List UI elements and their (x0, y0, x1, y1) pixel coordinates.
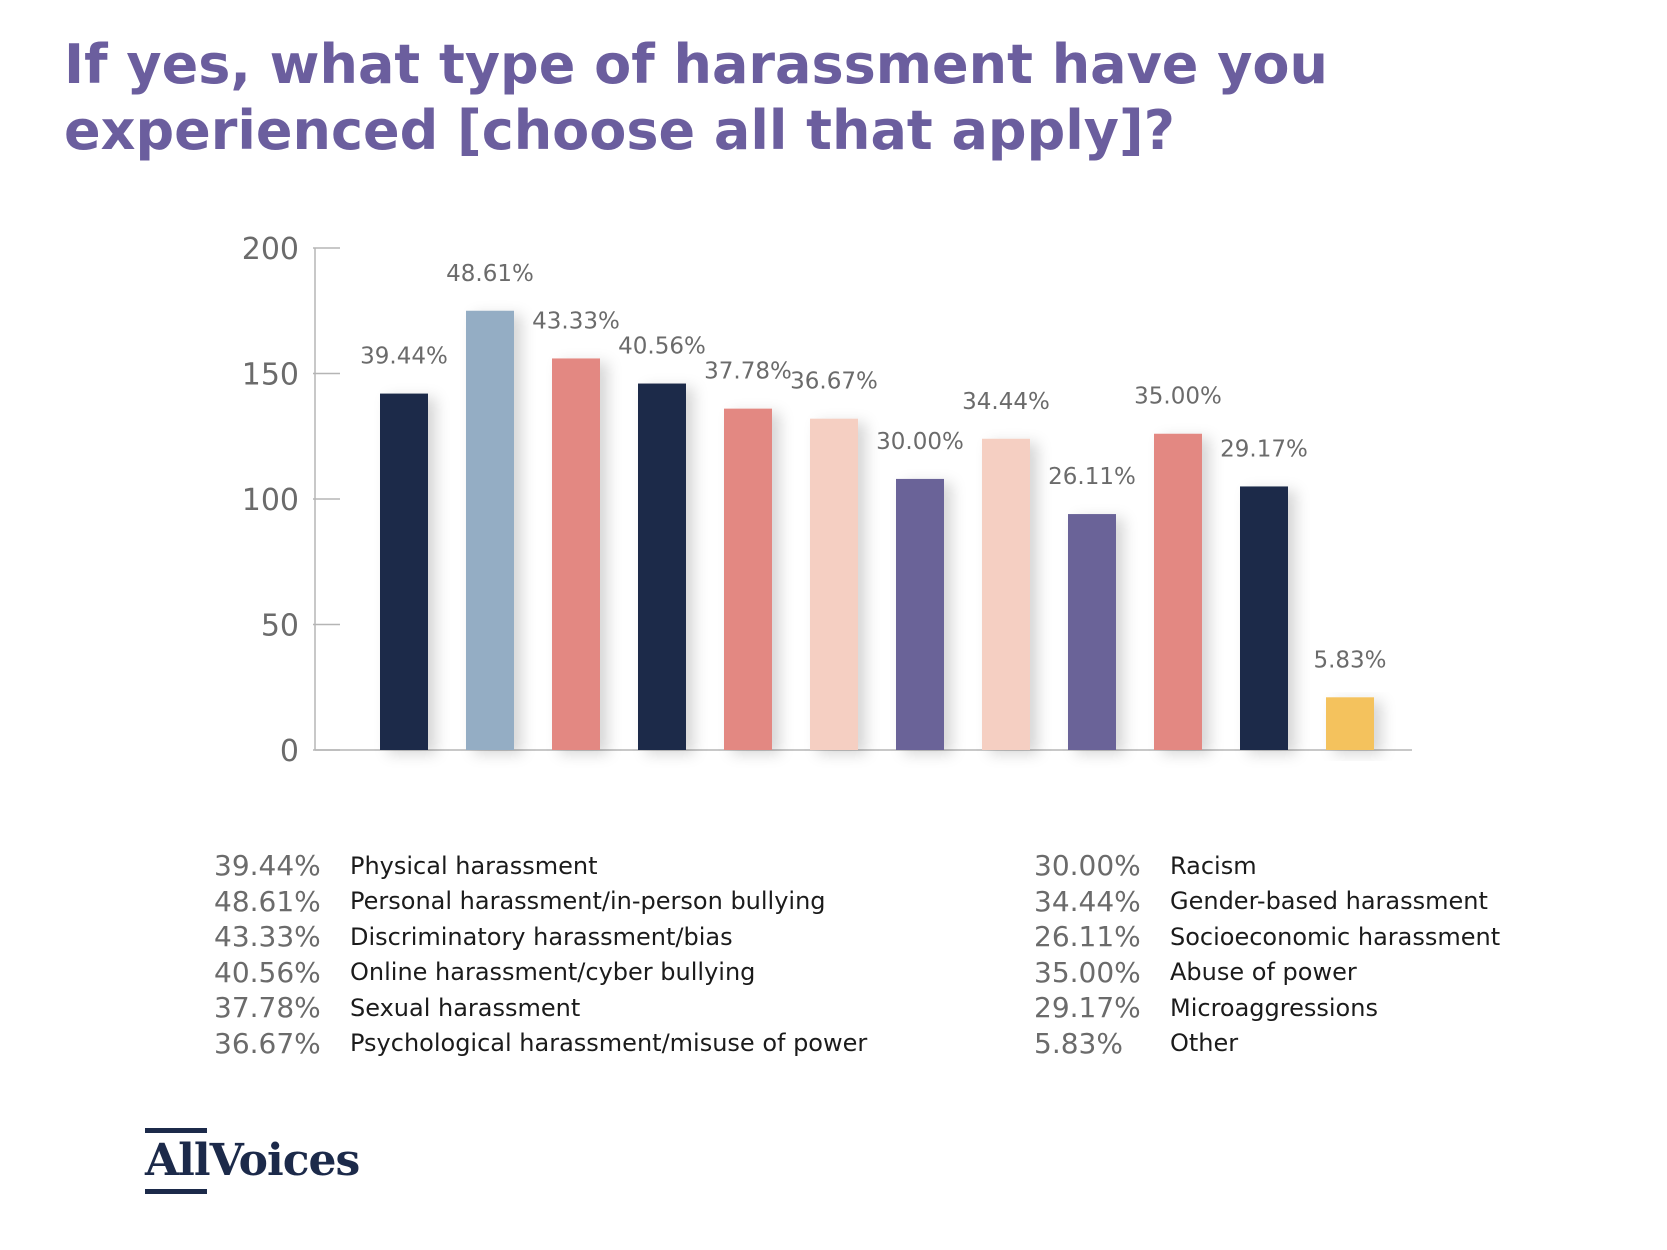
legend-left-column: 39.44% Physical harassment 48.61% Person… (214, 848, 867, 1061)
bar (1326, 697, 1374, 750)
legend-label: Other (1170, 1029, 1239, 1058)
legend-item: 40.56% Online harassment/cyber bullying (214, 955, 867, 991)
legend-item: 26.11% Socioeconomic harassment (1034, 919, 1500, 955)
y-tick-label: 50 (261, 609, 299, 644)
bar-data-label: 39.44% (360, 344, 448, 370)
legend-item: 30.00% Racism (1034, 848, 1500, 884)
legend-percent: 37.78% (214, 991, 321, 1025)
bar (982, 438, 1030, 750)
bar-data-label: 40.56% (618, 334, 706, 360)
legend-label: Abuse of power (1170, 958, 1357, 987)
bar-data-label: 48.61% (446, 261, 534, 287)
legend-percent: 30.00% (1034, 849, 1141, 883)
allvoices-logo: AllVoices (145, 1128, 365, 1194)
bar-data-label: 34.44% (962, 389, 1050, 415)
y-tick-label: 100 (242, 483, 299, 518)
legend-label: Sexual harassment (350, 993, 581, 1022)
legend-label: Discriminatory harassment/bias (350, 922, 733, 951)
legend-label: Racism (1170, 851, 1257, 880)
legend-label: Physical harassment (350, 851, 598, 880)
bar-data-label: 37.78% (704, 359, 792, 385)
legend-percent: 34.44% (1034, 884, 1141, 918)
legend-label: Online harassment/cyber bullying (350, 958, 756, 987)
bar-data-label: 30.00% (876, 429, 964, 455)
bar (1068, 514, 1116, 750)
bar-data-label: 43.33% (532, 308, 620, 334)
legend-label: Socioeconomic harassment (1170, 922, 1501, 951)
legend-item: 48.61% Personal harassment/in-person bul… (214, 884, 867, 920)
legend-label: Personal harassment/in-person bullying (350, 887, 826, 916)
legend-item: 37.78% Sexual harassment (214, 990, 867, 1026)
bar-data-label: 5.83% (1313, 647, 1386, 673)
logo-wordmark: AllVoices (145, 1135, 360, 1186)
bar-data-label: 26.11% (1048, 464, 1136, 490)
bar-data-label: 29.17% (1220, 436, 1308, 462)
legend-percent: 35.00% (1034, 955, 1141, 989)
bar (1154, 433, 1202, 750)
legend-item: 43.33% Discriminatory harassment/bias (214, 919, 867, 955)
y-tick-label: 150 (242, 358, 299, 393)
legend-item: 39.44% Physical harassment (214, 848, 867, 884)
bar (638, 383, 686, 750)
bar (1240, 486, 1288, 750)
legend-percent: 39.44% (214, 849, 321, 883)
bar (380, 393, 428, 750)
chart-title: If yes, what type of harassment have you… (64, 33, 1328, 162)
legend-item: 35.00% Abuse of power (1034, 955, 1500, 991)
legend-percent: 29.17% (1034, 991, 1141, 1025)
bar (724, 408, 772, 750)
bar (552, 358, 600, 750)
legend-item: 5.83% Other (1034, 1026, 1500, 1062)
y-tick-label: 200 (242, 232, 299, 267)
bar (466, 310, 514, 750)
logo-underline (145, 1189, 207, 1194)
legend-percent: 43.33% (214, 920, 321, 954)
legend-label: Psychological harassment/misuse of power (350, 1029, 868, 1058)
legend-item: 29.17% Microaggressions (1034, 990, 1500, 1026)
legend-percent: 36.67% (214, 1026, 321, 1060)
legend-label: Microaggressions (1170, 993, 1378, 1022)
bar-data-label: 35.00% (1134, 384, 1222, 410)
legend-percent: 40.56% (214, 955, 321, 989)
legend-percent: 5.83% (1034, 1026, 1123, 1060)
y-tick-label: 0 (280, 734, 299, 769)
logo-overline (145, 1128, 207, 1133)
bar-chart: 0 50 100 150 200 39.44% 48.61% 43.33%40.56%37.… (242, 232, 1412, 769)
bar (896, 478, 944, 750)
legend-percent: 48.61% (214, 884, 321, 918)
legend-item: 34.44% Gender-based harassment (1034, 884, 1500, 920)
legend-percent: 26.11% (1034, 920, 1141, 954)
legend-label: Gender-based harassment (1170, 887, 1488, 916)
bar-data-label: 36.67% (790, 369, 878, 395)
legend-right-column: 30.00% Racism 34.44% Gender-based harass… (1034, 848, 1500, 1061)
legend-item: 36.67% Psychological harassment/misuse o… (214, 1026, 867, 1062)
bar (810, 418, 858, 750)
